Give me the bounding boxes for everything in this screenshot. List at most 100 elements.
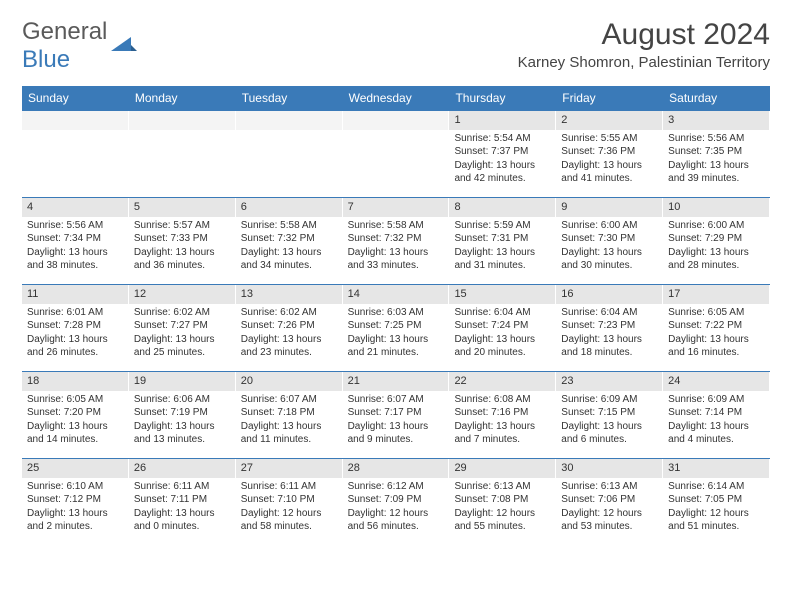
- day-cell: 31Sunrise: 6:14 AMSunset: 7:05 PMDayligh…: [663, 459, 770, 545]
- location: Karney Shomron, Palestinian Territory: [518, 54, 770, 71]
- sunrise-text: Sunrise: 6:00 AM: [668, 219, 764, 233]
- day-number: .: [22, 111, 128, 130]
- daylight-text: Daylight: 13 hours and 28 minutes.: [668, 246, 764, 273]
- day-number: 28: [343, 459, 449, 478]
- day-body: Sunrise: 6:05 AMSunset: 7:20 PMDaylight:…: [22, 391, 128, 451]
- day-cell: 17Sunrise: 6:05 AMSunset: 7:22 PMDayligh…: [663, 285, 770, 371]
- header: General Blue August 2024 Karney Shomron,…: [22, 18, 770, 74]
- day-number: 5: [129, 198, 235, 217]
- weekday-saturday: Saturday: [663, 86, 770, 110]
- sunrise-text: Sunrise: 6:00 AM: [561, 219, 657, 233]
- day-body: Sunrise: 5:55 AMSunset: 7:36 PMDaylight:…: [556, 130, 662, 190]
- sunset-text: Sunset: 7:16 PM: [454, 406, 550, 420]
- day-number: 12: [129, 285, 235, 304]
- sunrise-text: Sunrise: 5:56 AM: [668, 132, 764, 146]
- sunset-text: Sunset: 7:08 PM: [454, 493, 550, 507]
- day-cell: 5Sunrise: 5:57 AMSunset: 7:33 PMDaylight…: [129, 198, 236, 284]
- weeks-container: ....1Sunrise: 5:54 AMSunset: 7:37 PMDayl…: [22, 110, 770, 545]
- day-body: Sunrise: 6:08 AMSunset: 7:16 PMDaylight:…: [449, 391, 555, 451]
- day-body: [236, 130, 342, 136]
- day-body: Sunrise: 5:59 AMSunset: 7:31 PMDaylight:…: [449, 217, 555, 277]
- daylight-text: Daylight: 13 hours and 21 minutes.: [348, 333, 444, 360]
- sunset-text: Sunset: 7:12 PM: [27, 493, 123, 507]
- weekday-monday: Monday: [129, 86, 236, 110]
- daylight-text: Daylight: 13 hours and 33 minutes.: [348, 246, 444, 273]
- day-cell: 23Sunrise: 6:09 AMSunset: 7:15 PMDayligh…: [556, 372, 663, 458]
- day-number: 25: [22, 459, 128, 478]
- sunset-text: Sunset: 7:25 PM: [348, 319, 444, 333]
- day-cell: 9Sunrise: 6:00 AMSunset: 7:30 PMDaylight…: [556, 198, 663, 284]
- day-cell: 20Sunrise: 6:07 AMSunset: 7:18 PMDayligh…: [236, 372, 343, 458]
- sunrise-text: Sunrise: 6:05 AM: [27, 393, 123, 407]
- day-number: .: [236, 111, 342, 130]
- day-number: 14: [343, 285, 449, 304]
- day-body: Sunrise: 5:58 AMSunset: 7:32 PMDaylight:…: [236, 217, 342, 277]
- day-number: 7: [343, 198, 449, 217]
- daylight-text: Daylight: 13 hours and 2 minutes.: [27, 507, 123, 534]
- sunrise-text: Sunrise: 6:06 AM: [134, 393, 230, 407]
- week-row: ....1Sunrise: 5:54 AMSunset: 7:37 PMDayl…: [22, 110, 770, 197]
- day-number: 15: [449, 285, 555, 304]
- sunset-text: Sunset: 7:11 PM: [134, 493, 230, 507]
- day-body: Sunrise: 6:11 AMSunset: 7:10 PMDaylight:…: [236, 478, 342, 538]
- daylight-text: Daylight: 13 hours and 14 minutes.: [27, 420, 123, 447]
- day-number: 30: [556, 459, 662, 478]
- sunset-text: Sunset: 7:36 PM: [561, 145, 657, 159]
- sunset-text: Sunset: 7:06 PM: [561, 493, 657, 507]
- sunrise-text: Sunrise: 6:13 AM: [561, 480, 657, 494]
- day-number: 4: [22, 198, 128, 217]
- daylight-text: Daylight: 13 hours and 23 minutes.: [241, 333, 337, 360]
- sunrise-text: Sunrise: 6:03 AM: [348, 306, 444, 320]
- day-number: 23: [556, 372, 662, 391]
- day-cell: 10Sunrise: 6:00 AMSunset: 7:29 PMDayligh…: [663, 198, 770, 284]
- day-body: Sunrise: 6:09 AMSunset: 7:15 PMDaylight:…: [556, 391, 662, 451]
- day-body: Sunrise: 6:06 AMSunset: 7:19 PMDaylight:…: [129, 391, 235, 451]
- day-body: Sunrise: 6:12 AMSunset: 7:09 PMDaylight:…: [343, 478, 449, 538]
- daylight-text: Daylight: 13 hours and 34 minutes.: [241, 246, 337, 273]
- sunset-text: Sunset: 7:32 PM: [348, 232, 444, 246]
- sunrise-text: Sunrise: 6:09 AM: [668, 393, 764, 407]
- sunrise-text: Sunrise: 6:02 AM: [241, 306, 337, 320]
- daylight-text: Daylight: 13 hours and 7 minutes.: [454, 420, 550, 447]
- day-cell: 2Sunrise: 5:55 AMSunset: 7:36 PMDaylight…: [556, 111, 663, 197]
- daylight-text: Daylight: 12 hours and 55 minutes.: [454, 507, 550, 534]
- sunrise-text: Sunrise: 5:57 AM: [134, 219, 230, 233]
- month-title: August 2024: [518, 18, 770, 52]
- day-cell: 16Sunrise: 6:04 AMSunset: 7:23 PMDayligh…: [556, 285, 663, 371]
- day-body: Sunrise: 5:56 AMSunset: 7:35 PMDaylight:…: [663, 130, 769, 190]
- day-number: 10: [663, 198, 769, 217]
- daylight-text: Daylight: 13 hours and 6 minutes.: [561, 420, 657, 447]
- day-number: 21: [343, 372, 449, 391]
- day-number: 24: [663, 372, 769, 391]
- sunrise-text: Sunrise: 6:09 AM: [561, 393, 657, 407]
- day-cell: 22Sunrise: 6:08 AMSunset: 7:16 PMDayligh…: [449, 372, 556, 458]
- day-cell: 29Sunrise: 6:13 AMSunset: 7:08 PMDayligh…: [449, 459, 556, 545]
- day-body: Sunrise: 6:02 AMSunset: 7:26 PMDaylight:…: [236, 304, 342, 364]
- day-number: 1: [449, 111, 555, 130]
- daylight-text: Daylight: 12 hours and 51 minutes.: [668, 507, 764, 534]
- day-cell: 28Sunrise: 6:12 AMSunset: 7:09 PMDayligh…: [343, 459, 450, 545]
- sunrise-text: Sunrise: 6:02 AM: [134, 306, 230, 320]
- sunrise-text: Sunrise: 6:14 AM: [668, 480, 764, 494]
- day-number: 3: [663, 111, 769, 130]
- day-cell: 8Sunrise: 5:59 AMSunset: 7:31 PMDaylight…: [449, 198, 556, 284]
- day-cell: 27Sunrise: 6:11 AMSunset: 7:10 PMDayligh…: [236, 459, 343, 545]
- daylight-text: Daylight: 12 hours and 56 minutes.: [348, 507, 444, 534]
- sunrise-text: Sunrise: 6:05 AM: [668, 306, 764, 320]
- title-block: August 2024 Karney Shomron, Palestinian …: [518, 18, 770, 71]
- day-cell: 26Sunrise: 6:11 AMSunset: 7:11 PMDayligh…: [129, 459, 236, 545]
- day-cell: 21Sunrise: 6:07 AMSunset: 7:17 PMDayligh…: [343, 372, 450, 458]
- daylight-text: Daylight: 13 hours and 4 minutes.: [668, 420, 764, 447]
- sunrise-text: Sunrise: 5:58 AM: [348, 219, 444, 233]
- sunset-text: Sunset: 7:34 PM: [27, 232, 123, 246]
- calendar: SundayMondayTuesdayWednesdayThursdayFrid…: [22, 86, 770, 545]
- day-body: Sunrise: 6:07 AMSunset: 7:17 PMDaylight:…: [343, 391, 449, 451]
- sunset-text: Sunset: 7:09 PM: [348, 493, 444, 507]
- daylight-text: Daylight: 13 hours and 30 minutes.: [561, 246, 657, 273]
- day-body: Sunrise: 6:04 AMSunset: 7:24 PMDaylight:…: [449, 304, 555, 364]
- daylight-text: Daylight: 13 hours and 13 minutes.: [134, 420, 230, 447]
- day-cell: 3Sunrise: 5:56 AMSunset: 7:35 PMDaylight…: [663, 111, 770, 197]
- day-cell: 15Sunrise: 6:04 AMSunset: 7:24 PMDayligh…: [449, 285, 556, 371]
- day-body: Sunrise: 6:13 AMSunset: 7:08 PMDaylight:…: [449, 478, 555, 538]
- daylight-text: Daylight: 13 hours and 26 minutes.: [27, 333, 123, 360]
